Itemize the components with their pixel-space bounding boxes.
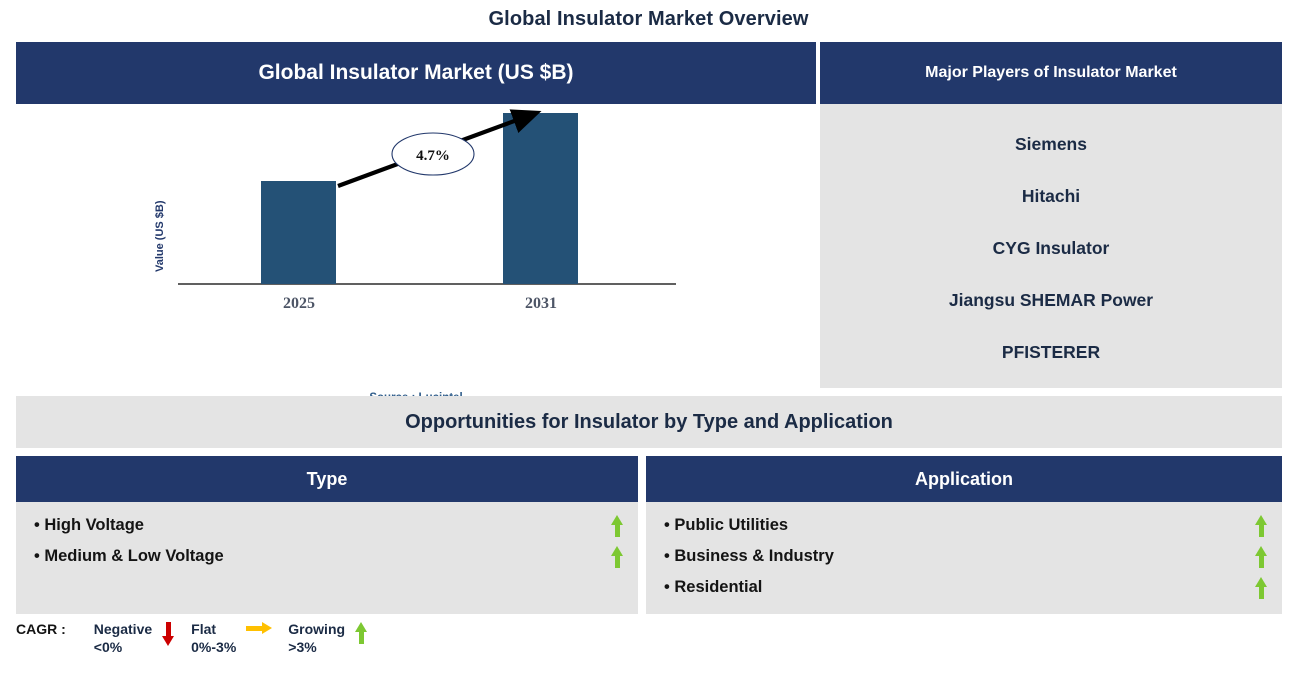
type-table-header: Type: [16, 456, 638, 502]
opportunity-row-label: • Residential: [664, 578, 763, 596]
arrow-up-icon: [1255, 514, 1268, 537]
x-tick-2031: 2031: [525, 295, 557, 312]
chart-panel-header: Global Insulator Market (US $B): [16, 42, 816, 104]
cagr-legend-entry-name: Growing: [288, 621, 346, 637]
cagr-legend-entry-text: Growing >3%: [288, 620, 345, 656]
cagr-legend-entry: Flat 0%-3%: [191, 620, 282, 656]
arrow-up-icon: [1255, 545, 1268, 568]
cagr-callout-label: 4.7%: [416, 148, 450, 164]
player-item: Jiangsu SHEMAR Power: [948, 290, 1154, 310]
opportunity-row-label: • High Voltage: [34, 516, 144, 534]
type-table-body: • High Voltage • Medium & Low Voltage: [16, 502, 638, 614]
major-players-panel: Major Players of Insulator Market Siemen…: [820, 42, 1282, 388]
bar-2031: [503, 113, 578, 284]
opportunity-row: • Public Utilities: [646, 510, 1282, 541]
opportunity-row: • Medium & Low Voltage: [16, 541, 638, 572]
page-title: Global Insulator Market Overview: [488, 8, 809, 30]
arrow-down-icon: [162, 622, 175, 646]
application-table-body: • Public Utilities • Business & Industry •…: [646, 502, 1282, 614]
opportunity-row-label: • Public Utilities: [664, 516, 789, 534]
cagr-legend-entry-range: >3%: [288, 639, 317, 655]
arrow-up-icon: [611, 514, 624, 537]
cagr-legend-entry-name: Flat: [191, 621, 217, 637]
cagr-legend-entry-text: Negative <0%: [94, 620, 152, 656]
opportunity-row: • Residential: [646, 572, 1282, 603]
player-item: PFISTERER: [1001, 342, 1101, 362]
arrow-up-icon: [611, 545, 624, 568]
chart-body: Value (US $B) 4.7% 2025: [16, 104, 816, 404]
opportunity-row: • High Voltage: [16, 510, 638, 541]
cagr-legend-entry-text: Flat 0%-3%: [191, 620, 236, 656]
market-chart-panel: Global Insulator Market (US $B) Value (U…: [16, 42, 816, 404]
opportunity-row-label: • Medium & Low Voltage: [34, 547, 224, 565]
players-panel-header: Major Players of Insulator Market: [820, 42, 1282, 104]
players-list: Siemens Hitachi CYG Insulator Jiangsu SHEMA…: [820, 104, 1282, 388]
x-tick-2025: 2025: [283, 295, 315, 312]
cagr-legend-entry-range: <0%: [93, 639, 123, 655]
player-item: Siemens: [1015, 134, 1087, 154]
bar-chart-svg: 4.7% 2025 2031: [178, 109, 676, 312]
type-table: Type • High Voltage • Medium & Low Voltag…: [16, 456, 638, 614]
cagr-legend-entries: Negative <0% Flat 0%-3% Growing >3%: [94, 620, 384, 656]
opportunities-banner: Opportunities for Insulator by Type and …: [16, 396, 1282, 448]
arrow-right-icon: [246, 622, 273, 635]
cagr-legend-entry: Growing >3%: [288, 620, 378, 656]
cagr-callout-ellipse: [391, 132, 475, 176]
application-table: Application • Public Utilities • Business…: [646, 456, 1282, 614]
player-item: Hitachi: [1021, 186, 1081, 206]
player-item: CYG Insulator: [992, 238, 1110, 258]
arrow-up-icon: [355, 622, 368, 644]
cagr-legend-entry-name: Negative: [93, 621, 153, 637]
arrow-up-icon: [1255, 576, 1268, 599]
application-table-header: Application: [646, 456, 1282, 502]
cagr-legend: CAGR : Negative <0% Flat 0%-3% Growing >3%: [16, 620, 384, 656]
bar-2025: [261, 181, 336, 284]
cagr-legend-entry-range: 0%-3%: [191, 639, 237, 655]
opportunity-row: • Business & Industry: [646, 541, 1282, 572]
cagr-legend-entry: Negative <0%: [94, 620, 185, 656]
opportunity-row-label: • Business & Industry: [664, 547, 834, 565]
cagr-legend-label: CAGR :: [16, 621, 66, 637]
